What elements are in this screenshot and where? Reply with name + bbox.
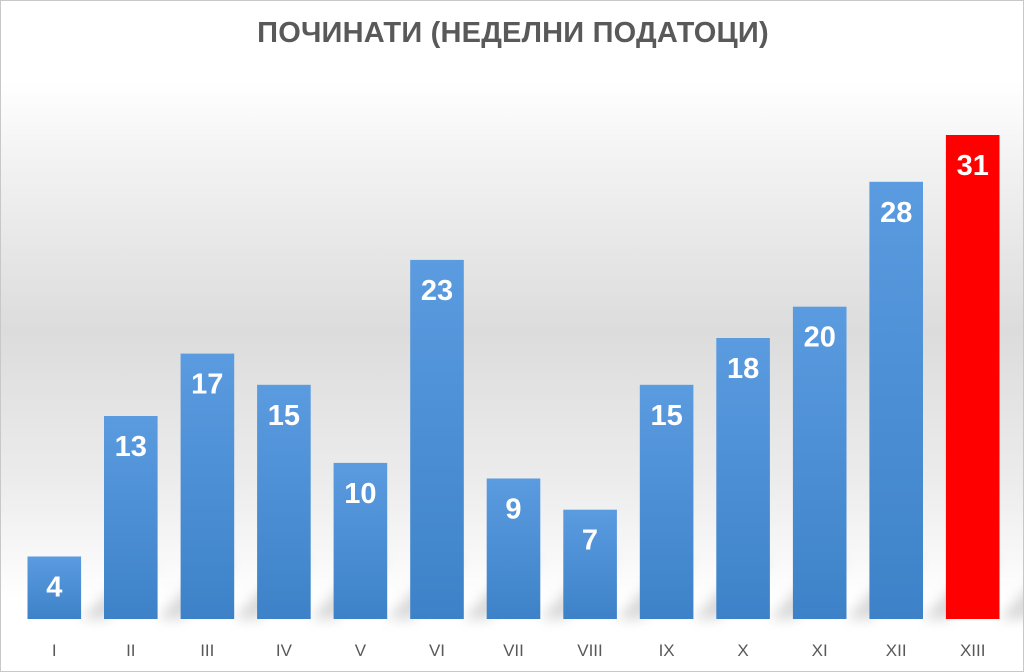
chart-title: ПОЧИНАТИ (НЕДЕЛНИ ПОДАТОЦИ) bbox=[257, 17, 769, 49]
data-label-V: 10 bbox=[344, 478, 376, 510]
data-label-III: 17 bbox=[191, 369, 223, 401]
data-label-IX: 15 bbox=[650, 400, 682, 432]
data-label-XI: 20 bbox=[804, 322, 836, 354]
x-tick-label-IV: IV bbox=[276, 641, 293, 660]
x-tick-label-II: II bbox=[126, 641, 135, 660]
data-label-VI: 23 bbox=[421, 275, 453, 307]
bar-X bbox=[716, 338, 770, 619]
data-label-IV: 15 bbox=[268, 400, 300, 432]
x-tick-label-XI: XI bbox=[812, 641, 828, 660]
data-label-XIII: 31 bbox=[957, 150, 989, 182]
bar-V bbox=[333, 462, 388, 619]
bar-I bbox=[27, 556, 82, 619]
x-tick-label-XIII: XIII bbox=[960, 641, 986, 660]
bar-VII bbox=[486, 478, 541, 619]
x-tick-label-I: I bbox=[52, 641, 57, 660]
x-tick-label-VI: VI bbox=[429, 641, 445, 660]
bar-II bbox=[104, 416, 158, 619]
bar-XIII bbox=[945, 135, 1000, 619]
bar-VI bbox=[410, 259, 464, 619]
x-tick-label-VII: VII bbox=[503, 641, 524, 660]
x-tick-label-VIII: VIII bbox=[577, 641, 603, 660]
data-label-VIII: 7 bbox=[582, 525, 598, 557]
bar-III bbox=[180, 353, 235, 619]
bar-IX bbox=[639, 384, 694, 619]
bar-shadow bbox=[999, 593, 1023, 619]
x-tick-label-XII: XII bbox=[886, 641, 907, 660]
bar-XI bbox=[792, 306, 847, 619]
data-label-X: 18 bbox=[727, 353, 759, 385]
bar-XII bbox=[869, 181, 923, 620]
data-label-VII: 9 bbox=[505, 494, 521, 526]
data-label-II: 13 bbox=[115, 431, 147, 463]
x-tick-label-III: III bbox=[200, 641, 214, 660]
bar-IV bbox=[257, 384, 311, 619]
data-label-I: 4 bbox=[46, 572, 62, 604]
x-tick-label-X: X bbox=[737, 641, 748, 660]
data-label-XII: 28 bbox=[880, 197, 912, 229]
x-tick-label-IX: IX bbox=[659, 641, 675, 660]
x-tick-label-V: V bbox=[355, 641, 367, 660]
bar-VIII bbox=[563, 509, 617, 619]
